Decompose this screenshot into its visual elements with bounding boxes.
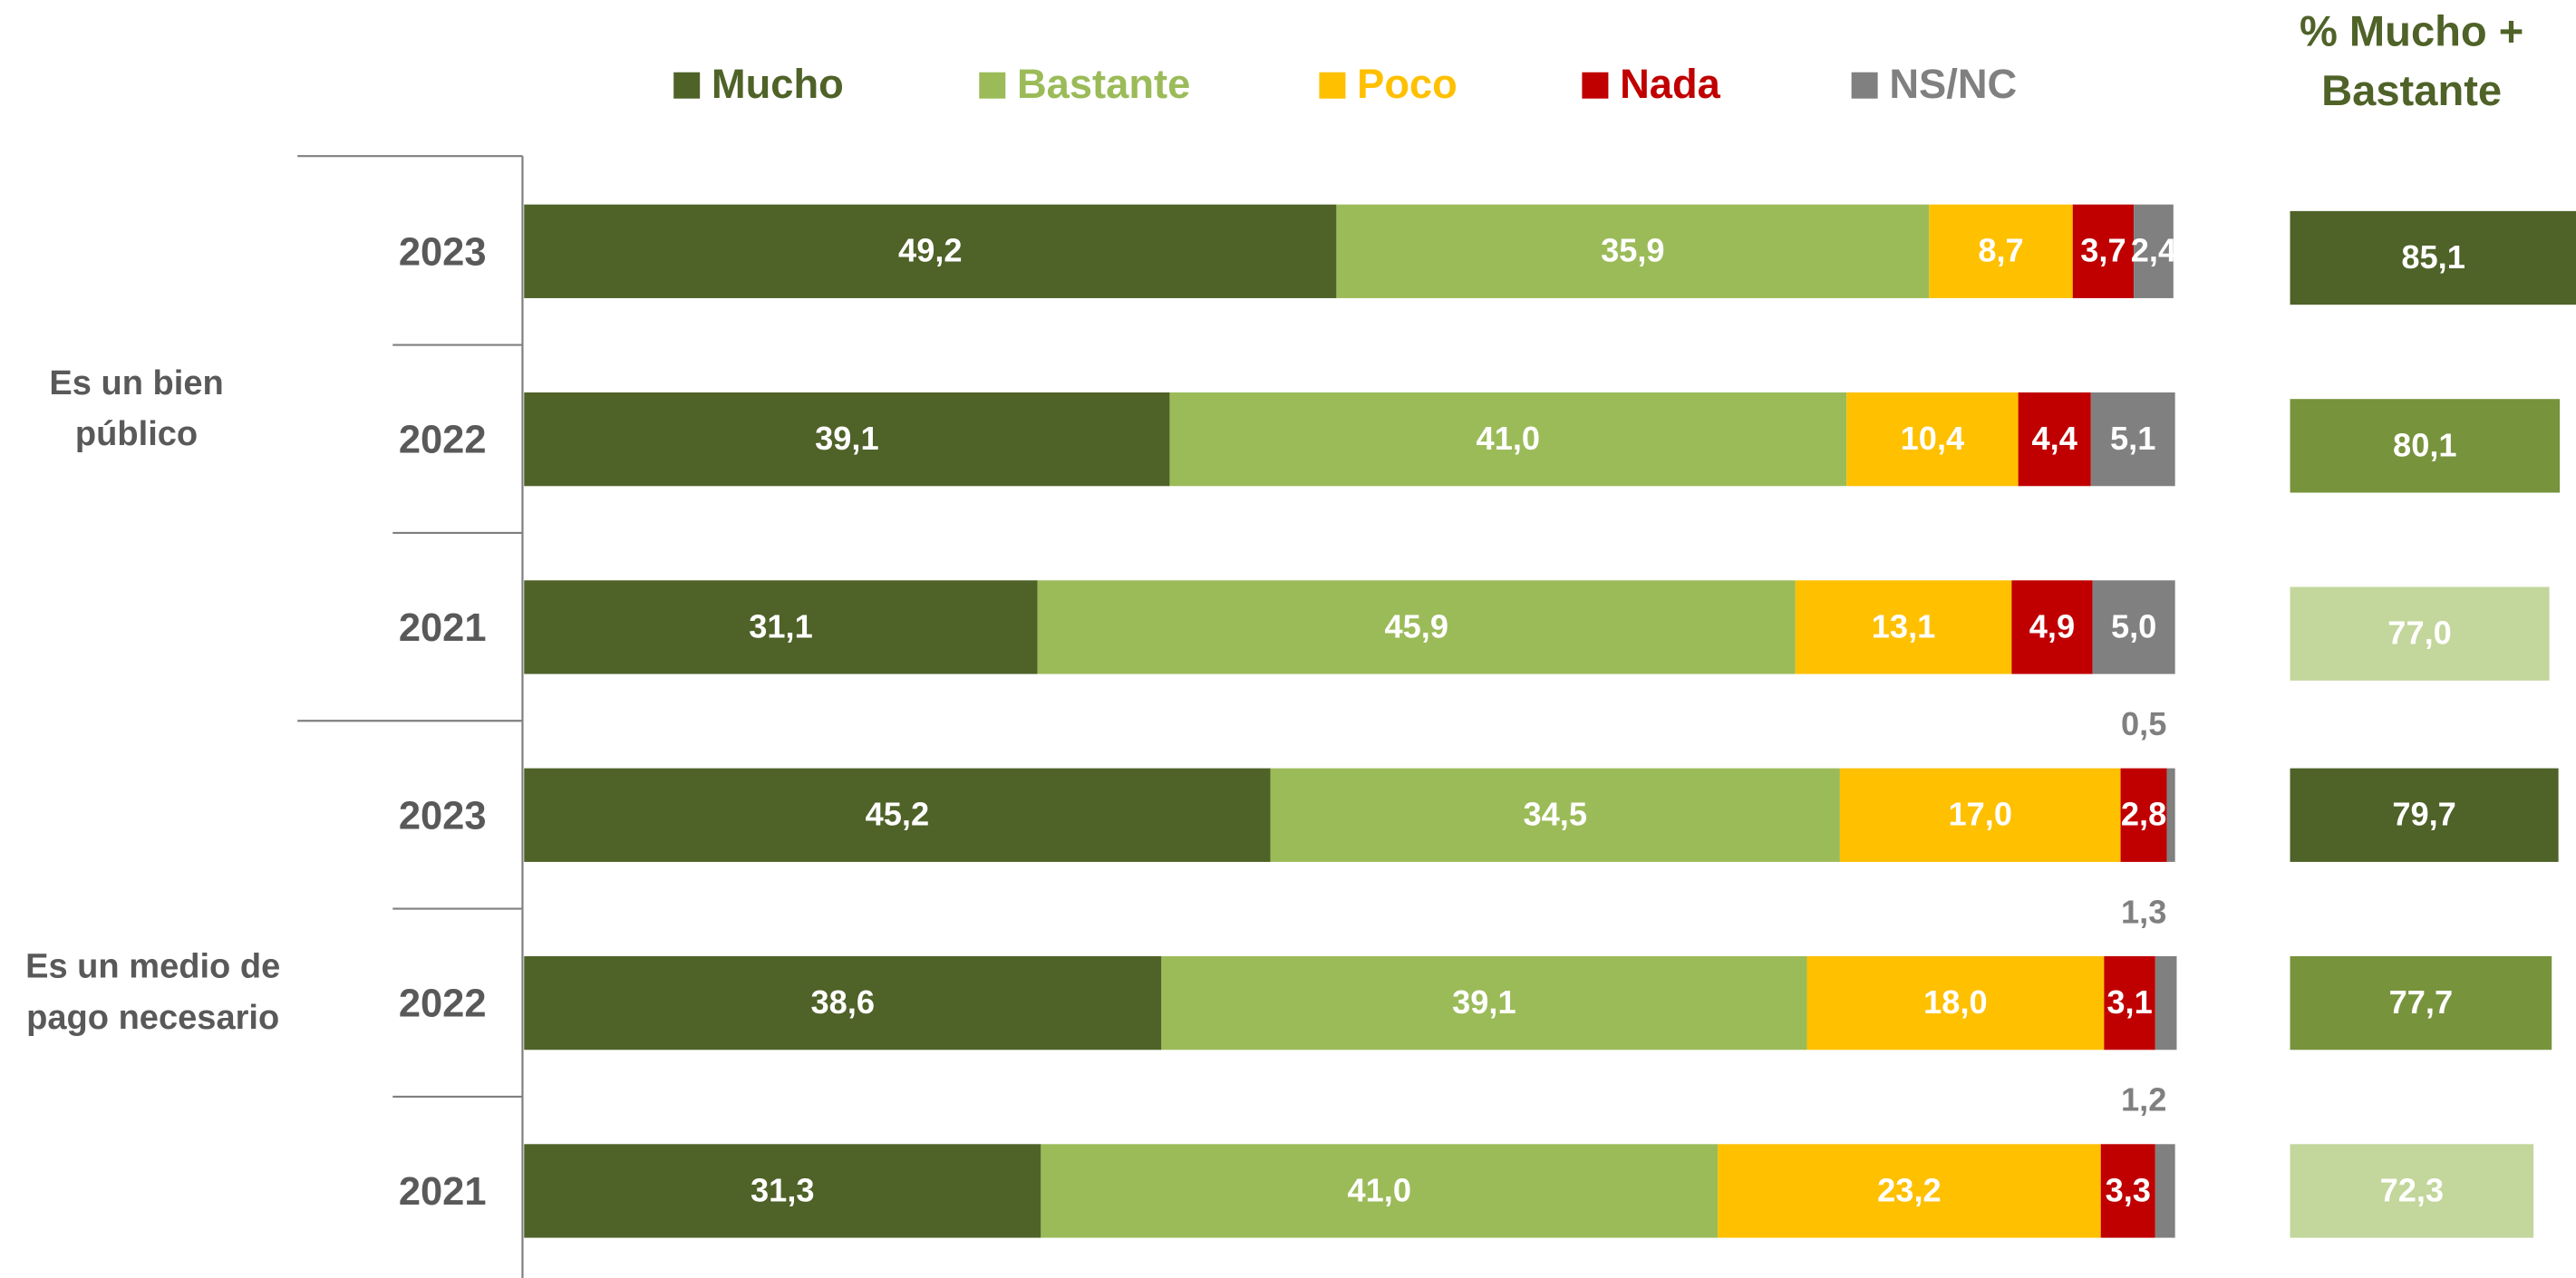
bar-segment — [524, 955, 1162, 1050]
value-label: 31,1 — [749, 607, 813, 644]
bar-segment — [2104, 955, 2155, 1050]
bar-segment — [2134, 204, 2174, 298]
bar-segment — [1795, 580, 2012, 674]
bar — [2290, 1144, 2534, 1238]
bar-segment — [2155, 955, 2177, 1050]
value-label: 1,3 — [2121, 893, 2166, 930]
bar-segment — [524, 1144, 1041, 1238]
bar-segment — [1806, 955, 2105, 1050]
legend-label: Bastante — [1017, 61, 1190, 107]
legend-label: Mucho — [712, 61, 844, 107]
value-label: 17,0 — [1948, 796, 2012, 833]
legend-label: Nada — [1620, 61, 1721, 107]
value-label: 41,0 — [1477, 420, 1541, 457]
value-label: 1,2 — [2121, 1081, 2166, 1118]
value-label: 0,5 — [2121, 705, 2166, 742]
bar-segment — [2018, 392, 2091, 487]
value-label: 79,7 — [2392, 796, 2456, 833]
value-label: 34,5 — [1523, 796, 1587, 833]
bar-segment — [2166, 768, 2175, 862]
category-label: 2022 — [399, 419, 487, 462]
category-label: 2023 — [399, 230, 487, 274]
bar-segment — [1846, 392, 2019, 487]
value-label: 38,6 — [811, 983, 876, 1021]
bar-segment — [1169, 392, 1847, 487]
value-label: 39,1 — [815, 420, 879, 457]
value-label: 85,1 — [2401, 238, 2465, 276]
category-label: 2023 — [399, 794, 487, 837]
legend-swatch — [1851, 72, 1878, 99]
bar-segment — [2011, 580, 2093, 674]
value-label: 2,8 — [2121, 796, 2166, 833]
bar — [2290, 955, 2552, 1050]
value-label: 23,2 — [1877, 1171, 1942, 1208]
value-label: 8,7 — [1978, 232, 2023, 269]
bar-segment — [1161, 955, 1807, 1050]
value-label: 72,3 — [2380, 1171, 2445, 1208]
bar-segment — [524, 204, 1337, 298]
group-label: Es un bien — [49, 364, 223, 402]
bar — [2290, 399, 2561, 493]
bar — [2290, 586, 2550, 681]
bar-segment — [1929, 204, 2073, 298]
category-label: 2021 — [399, 606, 487, 650]
value-label: 39,1 — [1452, 983, 1516, 1021]
bar-segment — [1270, 768, 1840, 862]
bar — [2290, 768, 2559, 862]
bar-segment — [1041, 1144, 1719, 1238]
bar — [2290, 210, 2576, 305]
value-label: 13,1 — [1872, 607, 1936, 644]
legend-swatch — [673, 72, 701, 99]
bar-segment — [1839, 768, 2121, 862]
bar-segment — [2120, 768, 2167, 862]
value-label: 80,1 — [2393, 426, 2457, 463]
category-label: 2021 — [399, 1170, 487, 1214]
value-label: 41,0 — [1347, 1171, 1411, 1208]
value-label: 4,9 — [2029, 607, 2075, 644]
legend-swatch — [1319, 72, 1346, 99]
bar-segment — [2072, 204, 2135, 298]
bar-segment — [524, 392, 1170, 487]
bar-segment — [524, 580, 1038, 674]
legend-swatch — [979, 72, 1006, 99]
value-label: 10,4 — [1901, 420, 1965, 457]
side-title: % Mucho + — [2300, 7, 2523, 55]
value-label: 2,4 — [2131, 232, 2176, 269]
value-label: 3,3 — [2106, 1171, 2151, 1208]
value-label: 5,1 — [2110, 420, 2155, 457]
bar-segment — [524, 768, 1271, 862]
value-label: 3,7 — [2080, 232, 2126, 269]
group-label: Es un medio de — [25, 948, 280, 986]
bar-segment — [1336, 204, 1930, 298]
value-label: 77,0 — [2387, 615, 2452, 652]
legend-label: Poco — [1357, 61, 1457, 107]
group-label: pago necesario — [26, 999, 279, 1037]
value-label: 35,9 — [1601, 232, 1665, 269]
side-title: Bastante — [2321, 66, 2502, 114]
value-label: 45,2 — [866, 796, 930, 833]
value-label: 18,0 — [1923, 983, 1988, 1021]
bar-segment — [1718, 1144, 2101, 1238]
bar-segment — [2090, 392, 2175, 487]
value-label: 45,9 — [1384, 607, 1448, 644]
value-label: 4,4 — [2032, 420, 2077, 457]
value-label: 31,3 — [751, 1171, 815, 1208]
legend-label: NS/NC — [1889, 61, 2017, 107]
value-label: 49,2 — [898, 232, 963, 269]
value-label: 77,7 — [2389, 983, 2454, 1021]
value-label: 3,1 — [2106, 983, 2152, 1021]
bar-segment — [2155, 1144, 2175, 1238]
legend-swatch — [1582, 72, 1609, 99]
bar-segment — [2100, 1144, 2155, 1238]
bar-segment — [2092, 580, 2175, 674]
category-label: 2022 — [399, 983, 487, 1026]
bar-segment — [1037, 580, 1796, 674]
group-label: público — [75, 415, 198, 453]
value-label: 5,0 — [2111, 607, 2156, 644]
